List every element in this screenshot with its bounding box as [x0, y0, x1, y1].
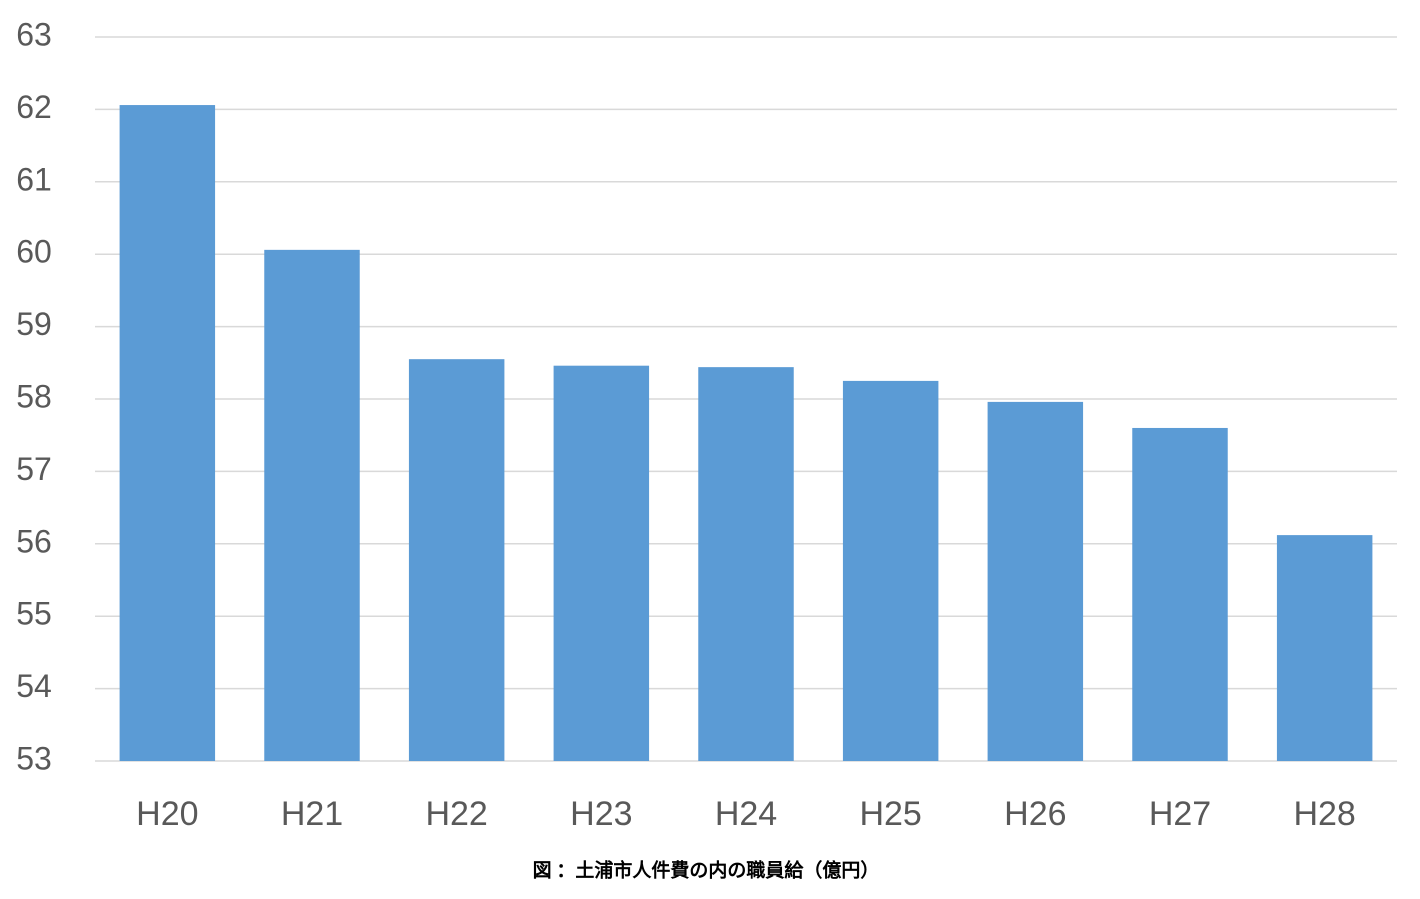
x-tick-label: H21	[281, 795, 343, 833]
bar	[842, 380, 939, 761]
y-tick-label: 55	[16, 596, 52, 632]
y-tick-label: 57	[16, 451, 52, 487]
bar	[987, 401, 1084, 761]
x-tick-label: H23	[570, 795, 632, 833]
y-tick-label: 58	[16, 378, 52, 414]
y-tick-label: 54	[16, 668, 52, 704]
y-tick-label: 53	[16, 740, 52, 776]
y-tick-label: 63	[16, 16, 52, 52]
x-tick-label: H27	[1149, 795, 1211, 833]
bar	[264, 249, 360, 761]
y-tick-label: 60	[16, 234, 52, 270]
y-tick-label: 56	[16, 523, 52, 559]
bar	[1276, 535, 1373, 761]
bar	[1132, 427, 1228, 761]
bar	[553, 365, 650, 761]
x-tick-label: H24	[715, 795, 777, 833]
x-tick-label: H22	[425, 795, 487, 833]
x-tick-label: H25	[859, 795, 921, 833]
bar	[698, 367, 794, 761]
y-tick-label: 62	[16, 89, 52, 125]
chart-caption: 図 ：土浦市人件費の内の職員給（億円）	[533, 858, 880, 881]
x-tick-label: H20	[136, 795, 198, 833]
x-tick-label: H28	[1293, 795, 1355, 833]
x-tick-label: H26	[1004, 795, 1066, 833]
bar	[119, 105, 216, 761]
bar	[408, 359, 505, 761]
y-tick-label: 61	[16, 161, 52, 197]
y-tick-label: 59	[16, 306, 52, 342]
